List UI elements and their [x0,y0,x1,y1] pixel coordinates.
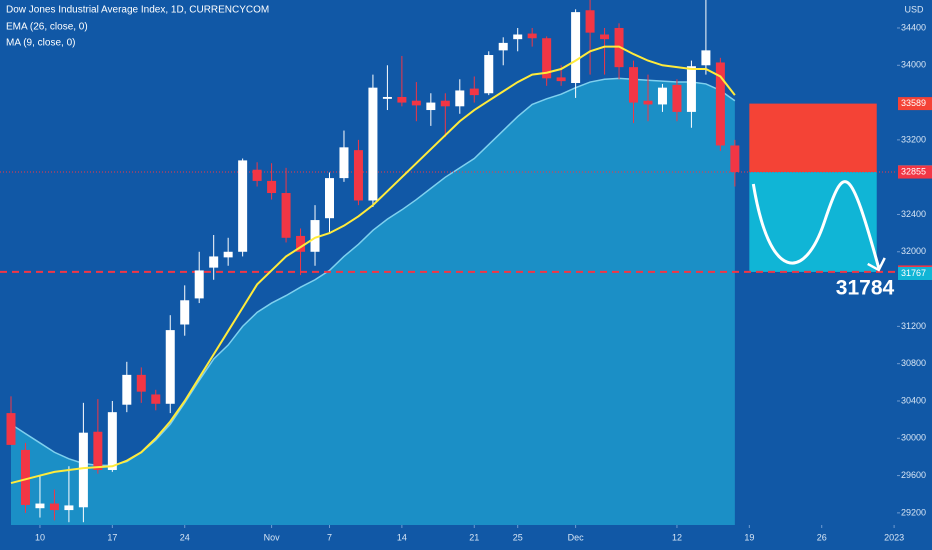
price-label: 31767 [901,268,926,278]
chart-title: Dow Jones Industrial Average Index, 1D, … [6,5,269,16]
candle-body [411,100,421,106]
y-tick-label: 32000 [901,246,926,256]
candle-body [223,251,233,258]
candle-body [78,432,88,508]
candle-body [49,503,59,511]
x-tick-label: 24 [180,532,190,542]
candle-body [238,160,248,252]
candle-body [64,505,74,511]
price-label: 32855 [901,166,926,176]
x-tick-label: Nov [264,532,281,542]
candle-body [498,42,508,51]
candle-body [382,96,392,99]
candle-body [6,413,16,445]
x-tick-label: 26 [817,532,827,542]
candle-body [194,270,204,299]
candle-body [20,449,30,505]
stop-zone [749,103,877,173]
candle-body [440,100,450,107]
candle-body [527,33,537,39]
candle-body [35,503,45,509]
y-tick-label: 34400 [901,22,926,32]
candle-body [513,34,523,40]
y-tick-label: 33200 [901,134,926,144]
y-tick-label: 29200 [901,507,926,517]
candle-body [715,62,725,146]
candle-body [368,87,378,201]
y-axis-label: USD [904,4,924,14]
y-tick-label: 32400 [901,209,926,219]
y-tick-label: 30800 [901,358,926,368]
candle-body [701,50,711,66]
candle-body [136,374,146,392]
candle-body [686,66,696,112]
price-label-box [898,97,932,111]
x-tick-label: 21 [469,532,479,542]
candle-body [629,67,639,103]
candle-body [267,180,277,194]
candle-body [484,55,494,94]
x-tick-label: Dec [568,532,585,542]
candle-body [556,77,566,82]
candle-body [252,169,262,181]
candle-body [730,145,740,173]
x-tick-label: 17 [107,532,117,542]
candle-body [426,102,436,111]
x-tick-label: 2023 [884,532,904,542]
projection-arrow [867,257,886,272]
x-tick-label: 12 [672,532,682,542]
ema-area [11,78,735,525]
candle-body [643,100,653,105]
candle-body [281,193,291,238]
price-label: 33589 [901,98,926,108]
candle-body [339,147,349,179]
y-tick-label: 29600 [901,470,926,480]
candle-body [180,300,190,325]
x-tick-label: 7 [327,532,332,542]
candle-body [542,38,552,79]
candle-body [600,34,610,40]
x-tick-label: 14 [397,532,407,542]
candle-body [209,256,219,268]
y-tick-label: 30400 [901,395,926,405]
candle-body [353,150,363,201]
legend-ema: EMA (26, close, 0) [6,22,88,33]
candle-body [324,178,334,219]
target-zone [749,172,877,272]
candle-body [107,412,117,470]
target-label: 31784 [836,276,895,299]
candle-body [397,96,407,103]
x-tick-label: 10 [35,532,45,542]
legend-ma: MA (9, close, 0) [6,38,75,49]
x-tick-label: 19 [744,532,754,542]
candle-body [455,90,465,107]
y-tick-label: 30000 [901,433,926,443]
y-tick-label: 31200 [901,321,926,331]
candle-body [296,235,306,252]
x-tick-label: 25 [513,532,523,542]
candle-body [310,220,320,252]
candle-body [469,88,479,96]
ma-line [10,45,736,485]
candle-body [585,10,595,33]
candle-body [657,87,667,105]
y-tick-label: 34000 [901,60,926,70]
candle-body [165,330,175,404]
projection-curve [751,180,881,269]
price-label-box [898,267,932,281]
price-label-box [898,165,932,179]
candle-body [122,374,132,405]
candle-body [151,394,161,404]
candle-body [93,431,103,470]
candle-body [571,12,581,83]
candle-body [672,84,682,112]
